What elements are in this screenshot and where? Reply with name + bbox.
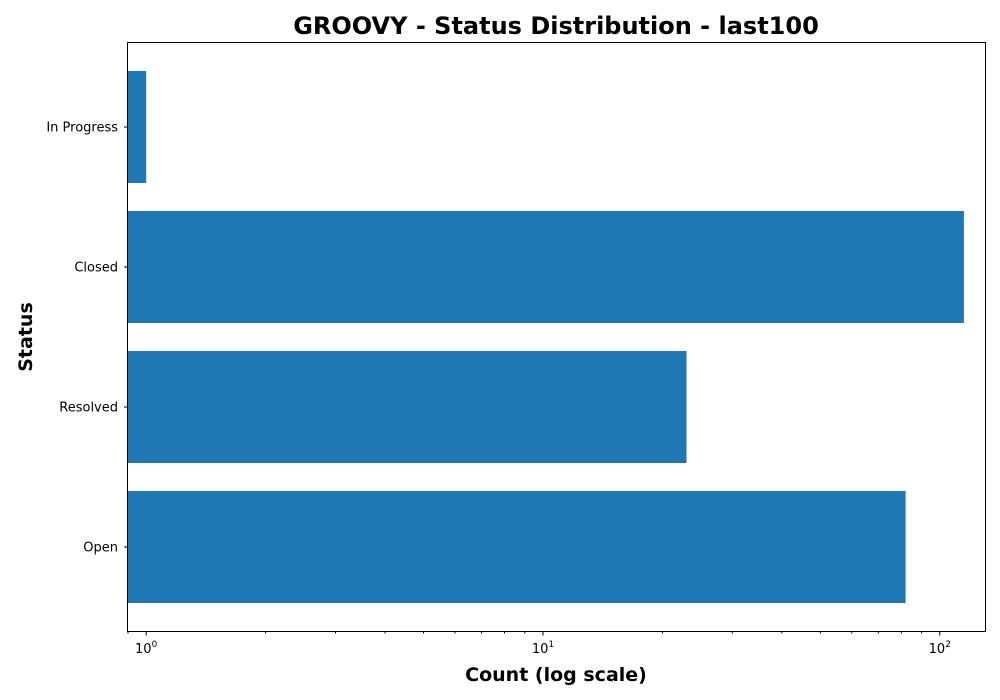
bar-resolved: [128, 351, 687, 463]
y-tick-label: Closed: [74, 261, 118, 276]
plot-frame: [127, 42, 986, 632]
bar-open: [128, 491, 906, 603]
x-axis-label: Count (log scale): [465, 664, 647, 686]
y-tick-label: Open: [83, 541, 118, 556]
y-tick-label: In Progress: [46, 121, 118, 136]
bar-closed: [128, 211, 964, 323]
chart-title: GROOVY - Status Distribution - last100: [293, 12, 819, 40]
bars-group: [128, 71, 964, 603]
x-tick-label: 100: [135, 640, 158, 657]
x-tick-label: 101: [532, 640, 554, 657]
bar-in-progress: [128, 71, 147, 183]
y-tick-label: Resolved: [59, 401, 118, 416]
x-tick-label: 102: [929, 640, 951, 657]
y-axis-label: Status: [15, 302, 37, 372]
